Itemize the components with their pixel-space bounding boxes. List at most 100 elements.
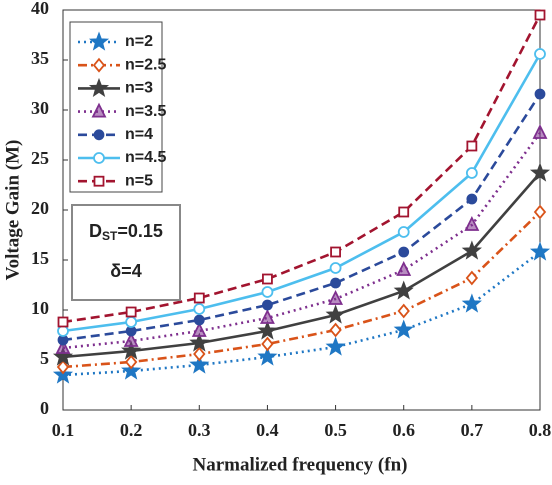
marker — [57, 316, 69, 328]
marker — [464, 215, 480, 231]
series-line — [62, 172, 541, 359]
x-tick-label: 0.4 — [256, 420, 279, 440]
marker — [534, 9, 546, 21]
marker — [257, 346, 278, 366]
series-line — [62, 132, 542, 350]
x-tick-label: 0.8 — [529, 420, 552, 440]
marker — [52, 346, 74, 366]
series-line — [62, 93, 542, 342]
legend-label: n=2.5 — [125, 56, 166, 73]
legend-marker — [88, 31, 110, 51]
marker — [529, 162, 551, 182]
marker — [461, 293, 482, 313]
marker — [189, 332, 210, 352]
marker — [262, 299, 273, 311]
legend-marker — [93, 129, 105, 141]
annotation-part: D — [89, 221, 102, 241]
legend-marker — [88, 77, 110, 97]
annotation: δ=4 — [110, 261, 141, 281]
marker — [193, 292, 205, 304]
marker — [257, 320, 278, 340]
x-tick-label: 0.5 — [324, 420, 347, 440]
annotation-box — [71, 204, 181, 301]
annotation-sub: ST — [102, 229, 118, 243]
marker — [193, 314, 205, 326]
y-tick-label: 20 — [31, 198, 49, 218]
legend-marker — [93, 175, 105, 187]
marker — [325, 304, 346, 324]
marker — [191, 321, 207, 337]
y-axis-label: Voltage Gain (M) — [2, 140, 23, 281]
marker — [189, 354, 210, 374]
y-tick-label: 0 — [40, 398, 49, 418]
marker — [393, 319, 414, 339]
marker — [262, 273, 273, 285]
legend-label: n=5 — [125, 172, 153, 189]
marker — [532, 123, 548, 139]
legend-box — [69, 21, 163, 193]
x-tick-label: 0.6 — [392, 420, 415, 440]
series-line — [62, 53, 542, 333]
marker — [125, 316, 138, 328]
marker — [261, 336, 274, 352]
legend-label: n=3 — [125, 80, 153, 97]
marker — [329, 322, 342, 338]
x-tick-label: 0.7 — [461, 420, 484, 440]
x-axis-label: Narmalized frequency (fn) — [193, 454, 408, 475]
marker — [124, 354, 138, 370]
marker — [534, 88, 546, 100]
marker — [393, 280, 414, 300]
y-tick-label: 15 — [31, 248, 49, 268]
y-tick-label: 10 — [31, 298, 49, 318]
marker — [121, 360, 142, 380]
y-tick-label: 25 — [31, 148, 49, 168]
annotation: DST=0.15 — [89, 221, 163, 243]
marker — [325, 336, 346, 356]
legend-marker — [92, 57, 106, 73]
marker — [330, 277, 341, 289]
marker — [396, 260, 412, 276]
marker — [465, 270, 479, 286]
series-line — [62, 211, 541, 369]
legend-label: n=4.5 — [125, 149, 166, 166]
marker — [193, 346, 206, 362]
legend-marker — [93, 152, 105, 164]
marker — [465, 167, 478, 179]
marker — [466, 193, 478, 205]
marker — [259, 308, 275, 324]
marker — [466, 140, 478, 152]
marker — [398, 206, 410, 218]
marker — [261, 286, 274, 298]
x-tick-label: 0.2 — [120, 420, 143, 440]
marker — [55, 338, 71, 354]
marker — [193, 303, 206, 315]
marker — [57, 325, 69, 337]
series-line — [62, 14, 542, 324]
marker — [328, 289, 344, 305]
x-tick-label: 0.1 — [52, 420, 75, 440]
marker — [125, 306, 137, 318]
series-line — [62, 250, 541, 377]
y-tick-label: 40 — [31, 0, 49, 18]
marker — [123, 331, 139, 347]
marker — [534, 48, 546, 60]
marker — [398, 246, 410, 258]
marker — [56, 359, 70, 375]
marker — [121, 340, 142, 360]
marker — [330, 246, 341, 258]
legend-label: n=4 — [125, 126, 153, 143]
y-tick-label: 35 — [31, 48, 49, 68]
marker — [533, 204, 547, 220]
annotation-part: =0.15 — [117, 221, 163, 241]
legend-label: n=2 — [125, 33, 153, 50]
marker — [461, 240, 482, 260]
marker — [329, 262, 342, 274]
marker — [397, 226, 410, 238]
legend-label: n=3.5 — [125, 103, 166, 120]
x-tick-label: 0.3 — [188, 420, 211, 440]
legend-marker — [91, 102, 107, 118]
y-tick-label: 30 — [31, 98, 49, 118]
marker — [529, 241, 551, 261]
marker — [397, 303, 410, 319]
